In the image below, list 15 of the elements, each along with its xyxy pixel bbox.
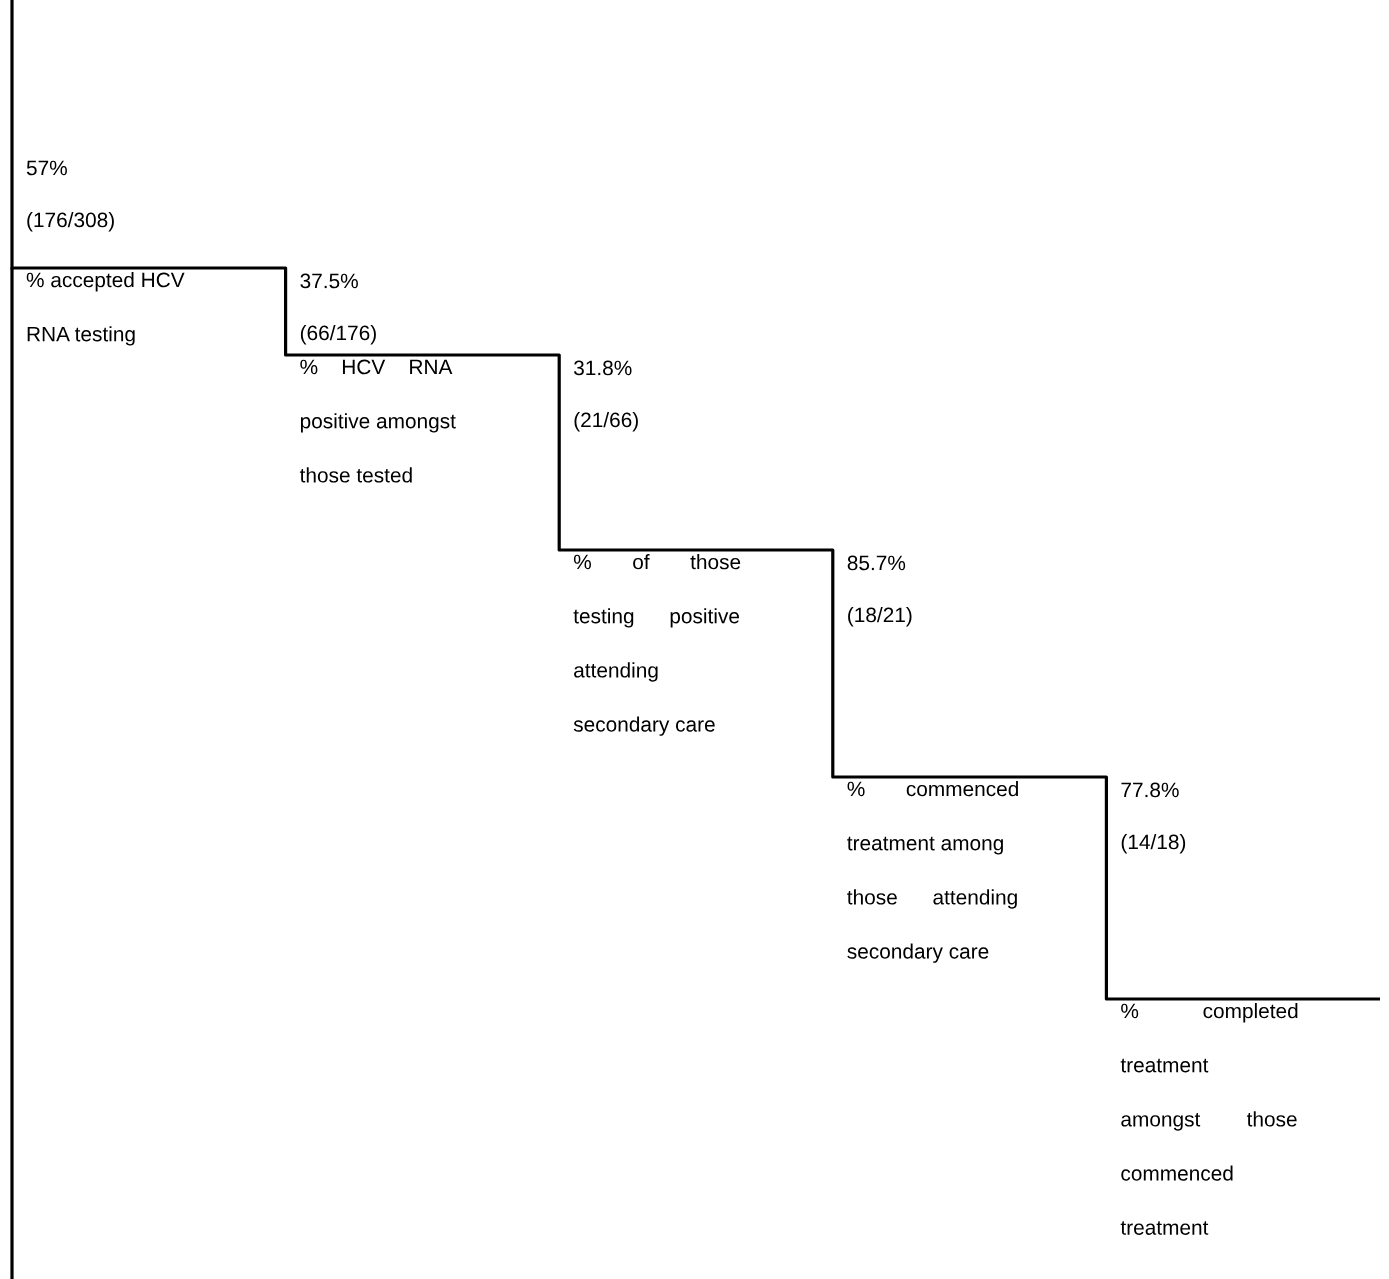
text: (18/21) [848,607,912,627]
data-label: 37.5% [300,273,358,289]
category-label: % completed treatment amongst those commenced treatment [1120,1003,1298,1235]
data-label: 57% [26,160,67,176]
data-label: 77.8% [1121,782,1179,798]
data-label: 85.7% [847,555,906,571]
category-label: % HCV RNA positive amongst those tested [299,359,456,483]
text: (21/66) [574,412,638,432]
data-label: 31.8% [573,360,632,376]
category-label: % of those testing positive attending secondary care [573,554,741,736]
category-label: % commenced treatment among those attending secondary care [847,781,1018,963]
category-label: % accepted HCV RNA testing [26,272,185,346]
text: (66/176) [300,325,376,345]
text: (176/308) [27,212,114,232]
text: (14/18) [1121,834,1186,854]
